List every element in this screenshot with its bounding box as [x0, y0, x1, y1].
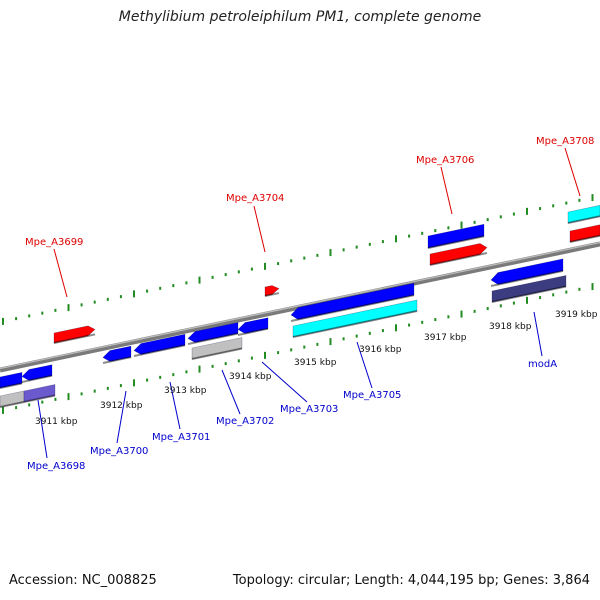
- gene-mpe-a3698-shadow: [21, 374, 53, 383]
- leader-mpe-a3700: [116, 390, 127, 444]
- feature-grey-a3698-shadow: [0, 400, 25, 408]
- gene-mpe-a3703-shadow: [237, 327, 269, 336]
- gene-label-mpe-a3706[interactable]: Mpe_A3706: [416, 155, 474, 166]
- gene-label-mpe-a3704[interactable]: Mpe_A3704: [226, 193, 284, 204]
- gene-mpe-a3701-shadow: [133, 344, 186, 357]
- gene-mpe-a3705-shadow: [290, 294, 415, 322]
- scale-label: 3915 kbp: [294, 358, 337, 368]
- gene-moda: [490, 258, 564, 285]
- top-gene-labels: Mpe_A3699 Mpe_A3704 Mpe_A3706 Mpe_A3708: [25, 136, 594, 248]
- genome-backbone-highlight: [0, 241, 600, 370]
- gene-label-mpe-a3699[interactable]: Mpe_A3699: [25, 237, 83, 248]
- leader-mpe-a3701: [169, 381, 181, 430]
- gene-mpe-a3704: [264, 285, 280, 297]
- gene-mpe-a3706-feature-shadow: [427, 235, 485, 249]
- tick-tracks: [2, 194, 594, 414]
- feature-lavender-a3698-shadow: [23, 394, 56, 403]
- leader-mpe-a3702: [221, 369, 241, 415]
- leader-mpe-a3699: [53, 248, 68, 298]
- feature-grey-a3702-shadow: [191, 347, 243, 360]
- gene-mpe-a3708-feature-shadow: [567, 215, 600, 224]
- leader-mpe-a3706: [440, 166, 453, 215]
- gene-label-moda[interactable]: modA: [528, 359, 557, 370]
- gene-label-mpe-a3705[interactable]: Mpe_A3705: [343, 390, 401, 401]
- scale-label: 3918 kbp: [489, 322, 532, 332]
- map-title: Methylibium petroleiphilum PM1, complete…: [118, 9, 482, 25]
- gene-mpe-a3701: [133, 333, 186, 355]
- gene-label-mpe-a3701[interactable]: Mpe_A3701: [152, 432, 210, 443]
- gene-mpe-a3697-shadow: [0, 382, 23, 389]
- leader-moda: [533, 311, 543, 357]
- feature-dark-moda-shadow: [491, 285, 567, 303]
- gene-mpe-a3704-shadow: [264, 292, 280, 297]
- scale-label: 3912 kbp: [100, 401, 143, 411]
- leader-mpe-a3708: [564, 147, 581, 197]
- accession-text: Accession: NC_008825: [9, 573, 157, 588]
- scale-label: 3913 kbp: [164, 386, 207, 396]
- gene-mpe-a3699-shadow: [53, 333, 96, 344]
- gene-mpe-a3703: [237, 317, 269, 334]
- gene-mpe-a3708-forward: [569, 224, 600, 243]
- leader-mpe-a3705: [356, 341, 373, 389]
- gene-mpe-a3700: [102, 345, 132, 362]
- gene-mpe-a3708-feature: [567, 204, 600, 224]
- gene-mpe-a3700-shadow: [102, 356, 132, 364]
- label-leader-lines: [37, 147, 581, 459]
- gene-label-mpe-a3703[interactable]: Mpe_A3703: [280, 404, 338, 415]
- gene-moda-shadow: [490, 269, 564, 287]
- scale-label: 3919 kbp: [555, 310, 598, 320]
- scale-label: 3916 kbp: [359, 345, 402, 355]
- scale-labels: 3911 kbp 3912 kbp 3913 kbp 3914 kbp 3915…: [35, 310, 598, 427]
- feature-cyan-a3705-shadow: [292, 309, 418, 338]
- gene-mpe-a3705: [290, 282, 415, 320]
- gene-mpe-a3699: [53, 325, 96, 344]
- bottom-gene-labels: Mpe_A3698 Mpe_A3700 Mpe_A3701 Mpe_A3702 …: [27, 359, 557, 472]
- scale-label: 3917 kbp: [424, 333, 467, 343]
- gene-mpe-a3698: [21, 364, 53, 381]
- leader-mpe-a3703: [261, 361, 308, 403]
- gene-mpe-a3702: [187, 322, 239, 343]
- leader-mpe-a3704: [253, 205, 266, 253]
- gene-label-mpe-a3700[interactable]: Mpe_A3700: [90, 446, 148, 457]
- gene-features: [0, 204, 600, 408]
- scale-label: 3911 kbp: [35, 417, 78, 427]
- gene-mpe-a3706-forward: [429, 243, 488, 266]
- gene-label-mpe-a3702[interactable]: Mpe_A3702: [216, 416, 274, 427]
- genome-backbone: [0, 241, 600, 373]
- gene-mpe-a3708-forward-shadow: [569, 234, 600, 243]
- gene-mpe-a3702-shadow: [187, 332, 239, 345]
- genome-summary-text: Topology: circular; Length: 4,044,195 bp…: [232, 573, 590, 588]
- gene-label-mpe-a3708[interactable]: Mpe_A3708: [536, 136, 594, 147]
- gene-label-mpe-a3698[interactable]: Mpe_A3698: [27, 461, 85, 472]
- gene-mpe-a3706-forward-shadow: [429, 252, 488, 266]
- leader-mpe-a3698: [37, 399, 48, 459]
- scale-label: 3914 kbp: [229, 372, 272, 382]
